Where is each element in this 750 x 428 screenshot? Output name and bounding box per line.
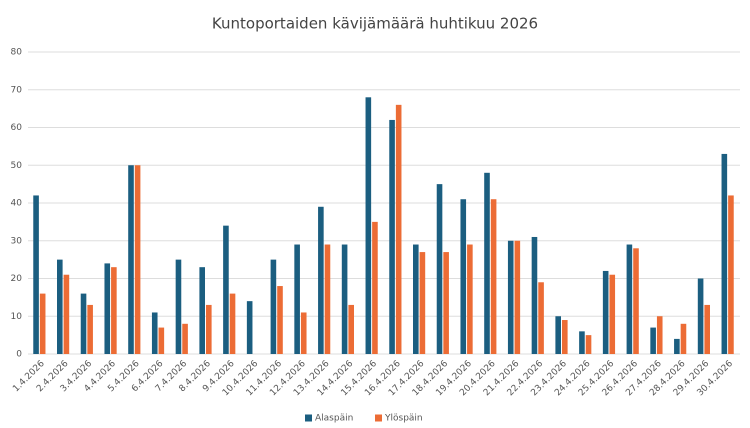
y-tick-label: 20 bbox=[11, 274, 23, 284]
bar bbox=[436, 184, 443, 354]
y-tick-label: 0 bbox=[16, 350, 22, 360]
bar bbox=[300, 312, 307, 354]
bar bbox=[389, 119, 395, 354]
bar bbox=[175, 259, 182, 354]
bar bbox=[656, 316, 663, 354]
bar bbox=[585, 335, 592, 354]
bar bbox=[650, 327, 656, 354]
bar bbox=[151, 312, 158, 354]
legend-label: Alaspäin bbox=[315, 414, 353, 424]
bar bbox=[538, 282, 544, 354]
bar bbox=[674, 338, 680, 354]
bar bbox=[372, 221, 378, 354]
y-tick-label: 50 bbox=[11, 161, 23, 171]
bar bbox=[199, 267, 205, 354]
bar bbox=[134, 165, 141, 354]
bar bbox=[324, 244, 331, 354]
bar bbox=[206, 304, 212, 354]
bar bbox=[182, 323, 188, 354]
y-tick-label: 10 bbox=[11, 312, 23, 322]
bar bbox=[104, 263, 111, 354]
bar bbox=[609, 274, 616, 354]
bar bbox=[39, 293, 46, 354]
y-tick-label: 70 bbox=[11, 85, 23, 95]
bar bbox=[490, 199, 497, 354]
bar bbox=[277, 286, 283, 354]
bar bbox=[270, 259, 277, 354]
bar bbox=[318, 206, 324, 354]
bar bbox=[443, 252, 449, 354]
legend-label: Ylöspäin bbox=[384, 414, 423, 424]
chart-title: Kuntoportaiden kävijämäärä huhtikuu 2026 bbox=[212, 15, 538, 33]
bar bbox=[633, 248, 639, 354]
bar bbox=[562, 320, 568, 354]
bar bbox=[721, 153, 728, 354]
bar bbox=[467, 244, 473, 354]
bar bbox=[223, 225, 229, 354]
bar bbox=[294, 244, 300, 354]
bar bbox=[531, 236, 538, 354]
bar bbox=[507, 240, 514, 354]
bar bbox=[602, 270, 609, 354]
legend-swatch bbox=[375, 414, 382, 422]
bar bbox=[579, 331, 585, 354]
y-tick-label: 60 bbox=[11, 123, 23, 133]
bar bbox=[348, 304, 354, 354]
y-tick-label: 40 bbox=[11, 199, 23, 209]
bar bbox=[413, 244, 419, 354]
bar bbox=[128, 165, 134, 354]
bar bbox=[680, 323, 687, 354]
bar bbox=[395, 104, 402, 354]
bar bbox=[80, 293, 87, 354]
y-tick-label: 80 bbox=[11, 48, 23, 58]
bar bbox=[33, 195, 39, 354]
bar bbox=[626, 244, 633, 354]
bar bbox=[341, 244, 348, 354]
bar bbox=[365, 97, 372, 355]
bar bbox=[697, 278, 704, 354]
bar bbox=[704, 304, 710, 354]
y-tick-label: 30 bbox=[11, 236, 23, 246]
bar bbox=[460, 199, 467, 354]
bar bbox=[229, 293, 236, 354]
bar bbox=[484, 172, 490, 354]
bar bbox=[555, 316, 561, 354]
bar bbox=[63, 274, 70, 354]
bar bbox=[87, 304, 93, 354]
bar bbox=[57, 259, 63, 354]
bar bbox=[419, 252, 426, 354]
bar bbox=[111, 267, 117, 354]
bar bbox=[158, 327, 165, 354]
bar bbox=[246, 301, 253, 354]
legend-swatch bbox=[305, 414, 312, 422]
bar bbox=[728, 195, 734, 354]
bar bbox=[514, 240, 521, 354]
